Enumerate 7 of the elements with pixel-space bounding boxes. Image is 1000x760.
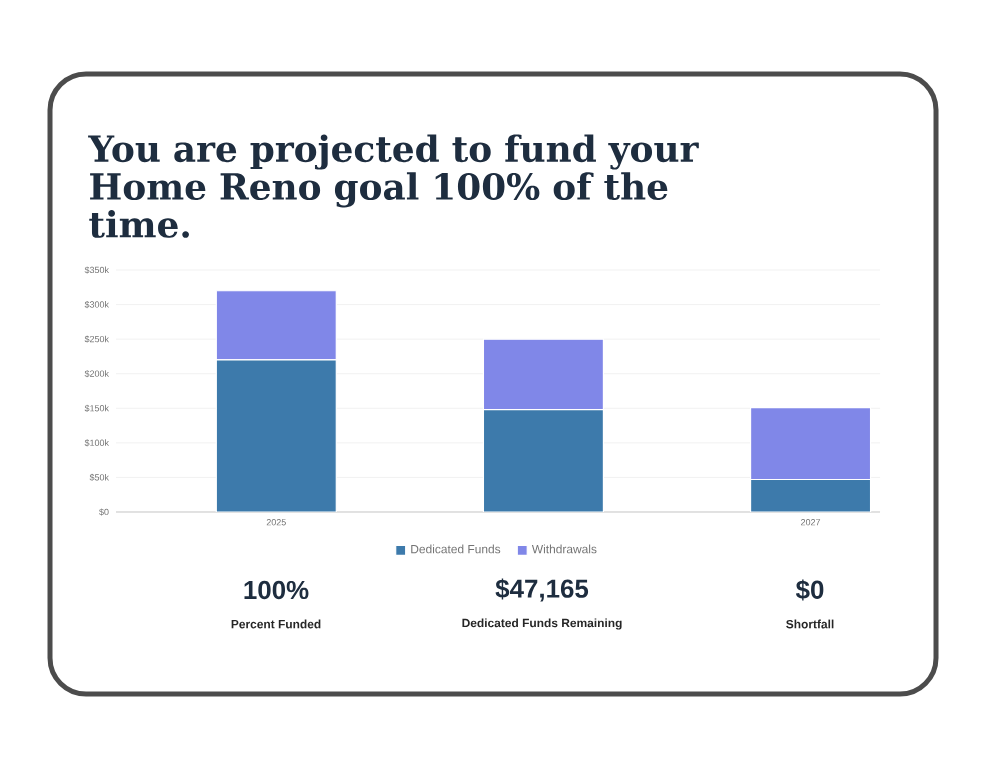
bar bbox=[482, 409, 605, 512]
text: $47,165 bbox=[495, 578, 589, 602]
text: $0 bbox=[795, 579, 824, 601]
bar bbox=[749, 478, 872, 512]
text: 100% bbox=[244, 580, 309, 600]
bar bbox=[215, 359, 337, 512]
chart-title: You are projected to fund your Home Reno goal 100% of the time. bbox=[88, 134, 699, 238]
